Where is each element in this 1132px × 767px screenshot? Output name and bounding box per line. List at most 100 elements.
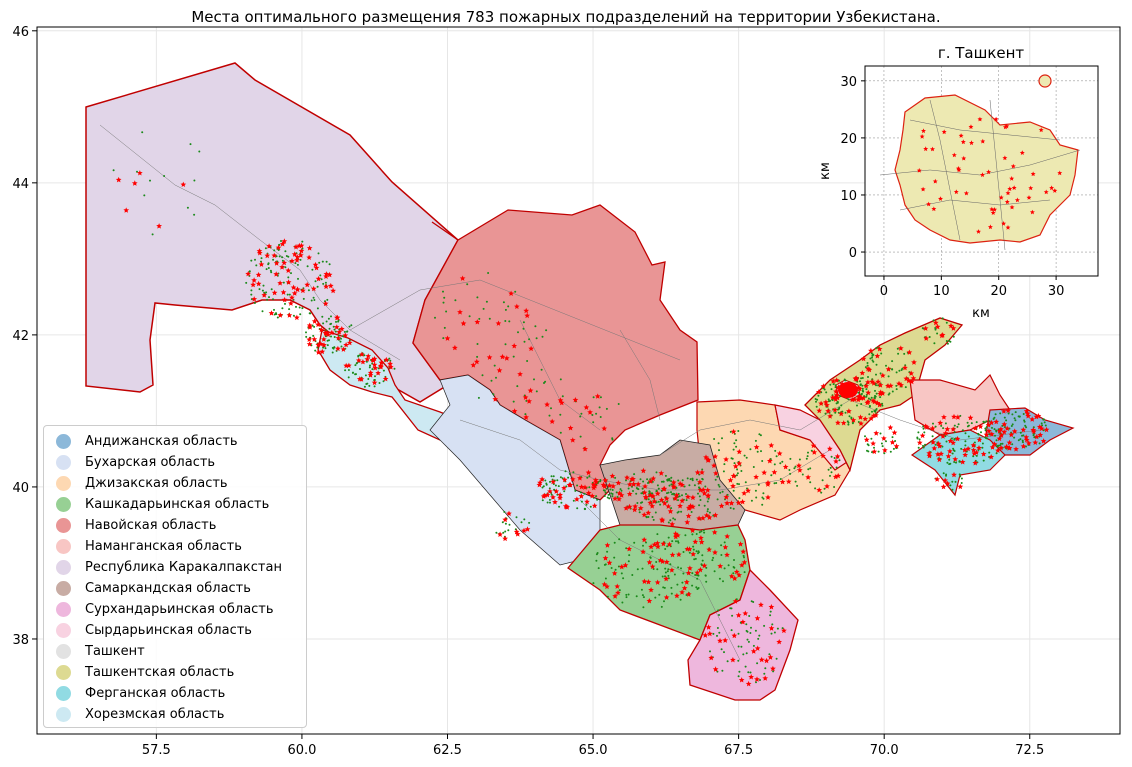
road-point <box>559 378 562 381</box>
fire-station-marker <box>896 380 902 387</box>
road-point <box>660 480 663 483</box>
road-point <box>954 480 957 483</box>
road-point <box>294 262 297 265</box>
road-point <box>875 373 877 376</box>
road-point <box>579 491 582 494</box>
road-point <box>638 511 641 514</box>
road-point <box>655 471 658 474</box>
road-point <box>896 347 899 350</box>
road-point <box>754 439 757 442</box>
fire-station-marker <box>669 521 675 527</box>
road-point <box>851 422 854 425</box>
road-point <box>646 478 649 481</box>
road-point <box>267 267 270 269</box>
road-point <box>610 567 613 569</box>
inset-fire-station-marker <box>1002 155 1008 161</box>
fire-station-marker <box>346 339 353 346</box>
fire-station-marker <box>838 410 844 417</box>
road-point <box>689 478 692 481</box>
inset-fire-station-marker <box>919 134 925 139</box>
road-point <box>881 445 884 448</box>
road-point <box>627 487 630 490</box>
fire-station-marker <box>869 378 875 385</box>
road-point <box>745 652 748 655</box>
fire-station-marker <box>785 478 792 485</box>
fire-station-marker <box>669 551 676 558</box>
fire-station-marker <box>1037 432 1044 438</box>
fire-station-marker <box>306 245 313 251</box>
road-point <box>265 291 268 294</box>
road-point <box>838 406 841 409</box>
fire-station-marker <box>768 604 775 610</box>
road-point <box>980 431 982 434</box>
inset-fire-station-marker <box>1005 225 1011 230</box>
road-point <box>275 312 277 315</box>
fire-station-marker <box>998 426 1004 432</box>
fire-station-marker <box>700 515 706 521</box>
road-point <box>549 501 551 504</box>
road-point <box>934 327 937 329</box>
road-point <box>964 440 967 443</box>
fire-station-marker <box>497 531 503 537</box>
road-point <box>861 377 864 379</box>
legend-label: Навойская область <box>85 518 217 533</box>
fire-station-marker <box>626 546 632 552</box>
road-point <box>722 470 725 473</box>
road-point <box>692 548 695 551</box>
road-point <box>670 586 673 589</box>
road-point <box>735 474 738 477</box>
road-point <box>642 596 645 599</box>
road-point <box>285 255 288 257</box>
road-point <box>773 631 776 634</box>
fire-station-marker <box>663 495 670 502</box>
fire-station-marker <box>934 476 940 482</box>
road-point <box>341 335 344 338</box>
road-point <box>846 420 849 423</box>
fire-station-marker <box>685 513 692 519</box>
road-point <box>579 435 582 438</box>
fire-station-marker <box>289 258 295 264</box>
inset-x-axis-label: км <box>972 306 990 321</box>
fire-station-marker <box>936 456 943 463</box>
fire-station-marker <box>763 657 770 664</box>
fire-station-marker <box>832 396 839 402</box>
road-point <box>718 577 721 580</box>
road-point <box>604 577 607 580</box>
legend-swatch <box>56 686 71 701</box>
road-point <box>367 378 370 380</box>
fire-station-marker <box>474 319 481 325</box>
road-point <box>670 507 673 510</box>
inset-fire-station-marker <box>1029 209 1035 215</box>
fire-station-marker <box>954 435 961 442</box>
fire-station-marker <box>796 462 802 469</box>
fire-station-marker <box>659 516 665 523</box>
road-point <box>490 379 493 382</box>
inset-fire-station-marker <box>1014 197 1020 203</box>
fire-station-marker <box>750 648 757 654</box>
fire-station-marker <box>323 283 329 290</box>
fire-station-marker <box>816 407 823 414</box>
road-point <box>561 477 564 480</box>
road-point <box>568 472 571 475</box>
fire-station-marker <box>811 449 818 455</box>
fire-station-marker <box>495 320 502 326</box>
fire-station-marker <box>642 483 648 489</box>
road-point <box>768 653 771 656</box>
road-point <box>693 558 696 561</box>
legend-swatch <box>56 560 71 575</box>
fire-station-marker <box>731 473 737 479</box>
road-point <box>476 355 479 358</box>
fire-station-marker <box>291 290 298 296</box>
inset-fire-station-marker <box>980 138 986 144</box>
road-point <box>945 340 948 342</box>
road-point <box>325 320 328 323</box>
fire-station-marker <box>1040 438 1047 444</box>
road-point <box>875 347 877 350</box>
legend-item: Бухарская область <box>52 452 298 473</box>
road-point <box>635 487 638 489</box>
road-point <box>524 413 527 416</box>
road-point <box>614 476 617 479</box>
fire-station-marker <box>584 498 590 505</box>
fire-station-marker <box>323 273 329 279</box>
road-point <box>276 316 279 319</box>
